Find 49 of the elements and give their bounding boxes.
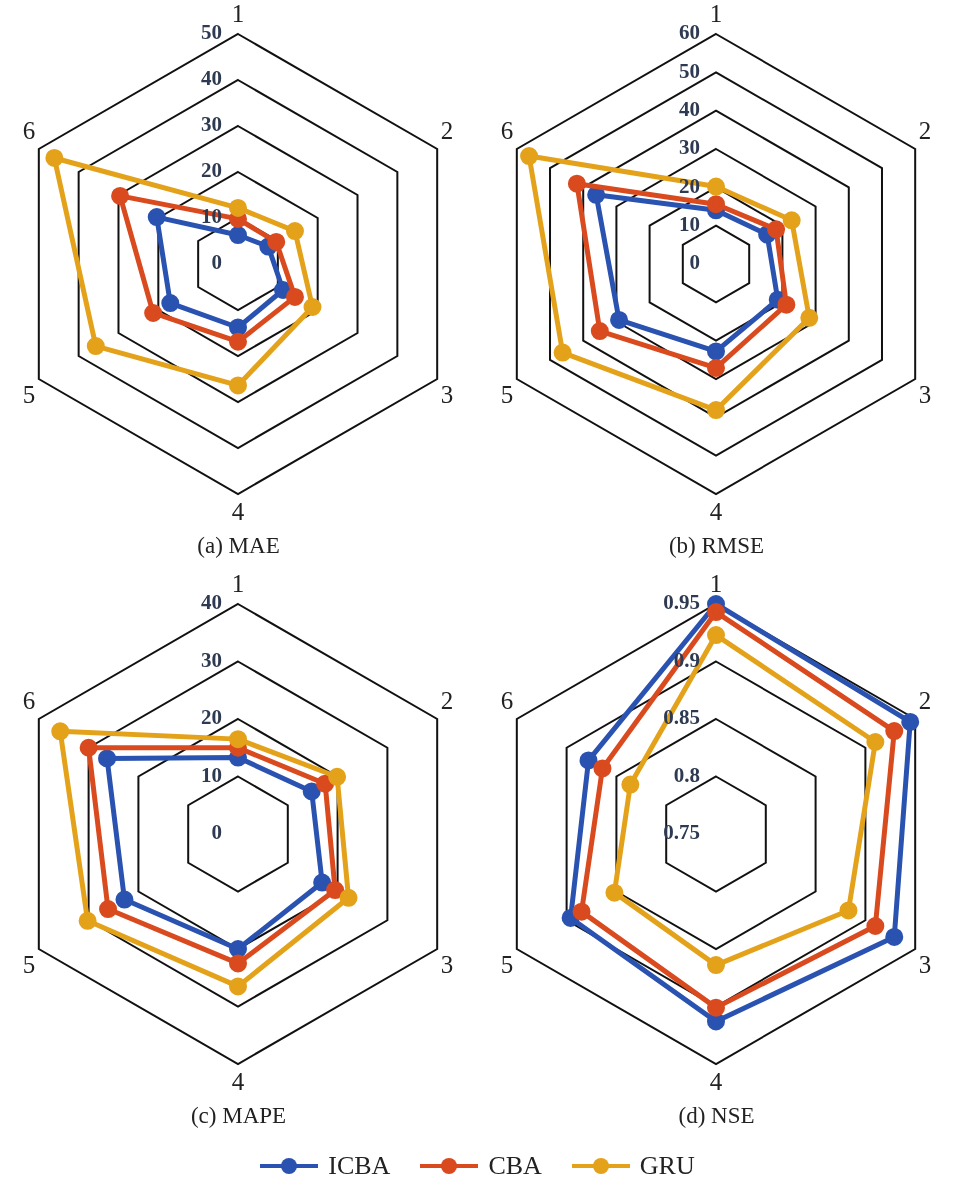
spoke-label: 3 <box>918 950 932 978</box>
y-tick-label: 50 <box>679 58 700 83</box>
legend-label: CBA <box>488 1151 542 1181</box>
spoke-label: 6 <box>22 116 36 144</box>
spoke-label: 3 <box>918 380 932 408</box>
spoke-label: 6 <box>500 686 514 714</box>
y-tick-label: 50 <box>201 20 222 45</box>
text: (a) MAE <box>197 533 280 559</box>
spoke-label: 1 <box>231 0 245 27</box>
y-tick-label: 20 <box>201 158 222 183</box>
y-tick-label: 0 <box>211 250 222 275</box>
y-tick-label: 30 <box>201 647 222 672</box>
spoke-label: 4 <box>231 1067 245 1095</box>
spoke-label: 1 <box>231 569 245 597</box>
text: (c) MAPE <box>190 1103 287 1129</box>
legend-label: ICBA <box>328 1151 391 1181</box>
spoke-label: 5 <box>500 950 514 978</box>
y-tick-label: 40 <box>201 590 222 615</box>
spoke-label: 5 <box>500 380 514 408</box>
y-tick-label: 20 <box>201 705 222 730</box>
y-tick-label: 0.95 <box>663 590 700 615</box>
y-tick-label: 60 <box>679 20 700 45</box>
spoke-label: 5 <box>22 380 36 408</box>
spoke-label: 1 <box>709 569 723 597</box>
spoke-label: 4 <box>709 1067 723 1095</box>
text: (b) RMSE <box>668 533 765 559</box>
spoke-label: 4 <box>231 497 245 525</box>
y-tick-label: 10 <box>679 212 700 237</box>
legend-label: GRU <box>639 1151 695 1181</box>
y-tick-label: 10 <box>201 762 222 787</box>
spoke-label: 2 <box>440 116 454 144</box>
y-tick-label: 40 <box>679 97 700 122</box>
y-tick-label: 30 <box>679 135 700 160</box>
spoke-label: 3 <box>440 380 454 408</box>
spoke-label: 2 <box>918 686 932 714</box>
spoke-label: 4 <box>709 497 723 525</box>
spoke-label: 5 <box>22 950 36 978</box>
spoke-label: 6 <box>22 686 36 714</box>
spoke-label: 3 <box>440 950 454 978</box>
y-tick-label: 0 <box>211 820 222 845</box>
y-tick-label: 40 <box>201 66 222 91</box>
spoke-label: 1 <box>709 0 723 27</box>
spoke-label: 2 <box>918 116 932 144</box>
spoke-label: 6 <box>500 116 514 144</box>
spoke-label: 2 <box>440 686 454 714</box>
text: (d) NSE <box>678 1103 755 1129</box>
y-tick-label: 0.8 <box>673 762 700 787</box>
y-tick-label: 0 <box>689 250 700 275</box>
y-tick-label: 30 <box>201 112 222 137</box>
